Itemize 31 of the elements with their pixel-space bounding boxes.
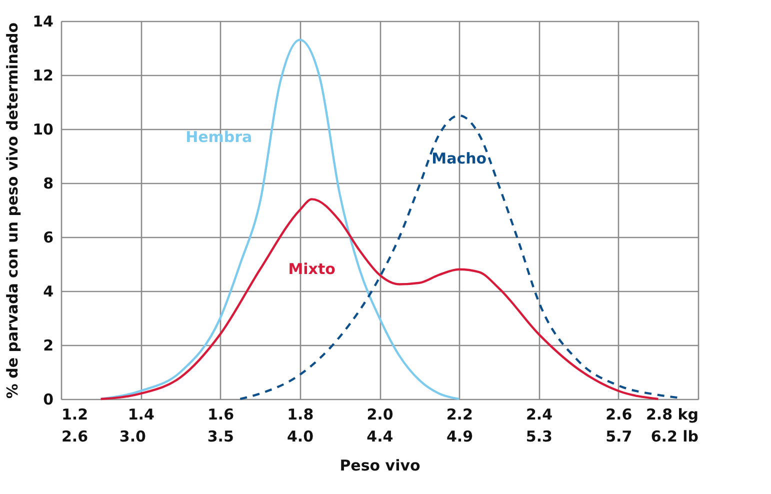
x2-tick-label: 3.5	[207, 428, 234, 446]
y-tick-label: 14	[32, 12, 54, 30]
x-tick-label: 2.2	[446, 406, 473, 424]
x2-tick-label: 2.6	[62, 428, 88, 446]
line-series	[100, 198, 660, 400]
x2-tick-label: 5.7	[606, 428, 632, 446]
y-tick-label: 0	[43, 390, 54, 408]
y-tick-label: 10	[32, 120, 54, 138]
x-tick-label: 1.2	[62, 406, 88, 424]
x-tick-label: 2.0	[366, 406, 394, 424]
y-axis-title: % de parvada con un peso vivo determinado	[4, 22, 22, 399]
x2-tick-label: 4.0	[286, 428, 314, 446]
y-tick-label: 2	[43, 336, 54, 354]
x-tick-label: 2.6	[606, 406, 632, 424]
y-tick-label: 4	[43, 282, 54, 300]
x2-tick-label: 6.2 lb	[650, 428, 699, 446]
x-tick-label: 1.4	[128, 406, 154, 424]
series-label: Macho	[432, 150, 487, 168]
x2-tick-label: 4.9	[446, 428, 474, 446]
x2-tick-label: 5.3	[526, 428, 552, 446]
series-label: Mixto	[288, 260, 336, 278]
x-tick-label: 1.8	[287, 406, 314, 424]
y-tick-label: 12	[32, 66, 54, 84]
x-tick-label: 1.6	[207, 406, 234, 424]
x2-tick-label: 3.0	[119, 428, 146, 446]
y-tick-label: 6	[43, 228, 54, 246]
y-tick-label: 8	[43, 174, 54, 192]
x2-tick-label: 4.4	[366, 428, 394, 446]
x-tick-label: 2.8 kg	[646, 406, 698, 424]
x-tick-label: 2.4	[526, 406, 553, 424]
x-axis-title: Peso vivo	[340, 456, 420, 474]
